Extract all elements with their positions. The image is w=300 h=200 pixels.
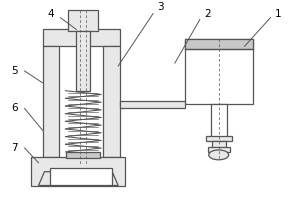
Bar [211, 104, 226, 141]
Bar [43, 29, 120, 46]
Bar [185, 39, 253, 49]
Bar [50, 168, 112, 185]
Text: 2: 2 [204, 9, 211, 19]
Bar [185, 39, 253, 104]
Bar [31, 157, 125, 186]
Bar [206, 136, 232, 141]
Text: 4: 4 [47, 9, 54, 19]
Text: 6: 6 [11, 103, 18, 113]
Bar [120, 101, 185, 108]
Bar [66, 152, 100, 158]
Bar [43, 46, 59, 157]
Text: 1: 1 [275, 9, 282, 19]
Text: 5: 5 [11, 66, 18, 76]
Text: 3: 3 [158, 2, 164, 12]
Ellipse shape [209, 150, 229, 160]
Bar [212, 141, 226, 149]
Bar [76, 31, 90, 91]
Polygon shape [38, 172, 118, 185]
Bar [208, 147, 230, 152]
Bar [68, 10, 98, 31]
Bar [103, 46, 120, 157]
Text: 7: 7 [11, 143, 18, 153]
